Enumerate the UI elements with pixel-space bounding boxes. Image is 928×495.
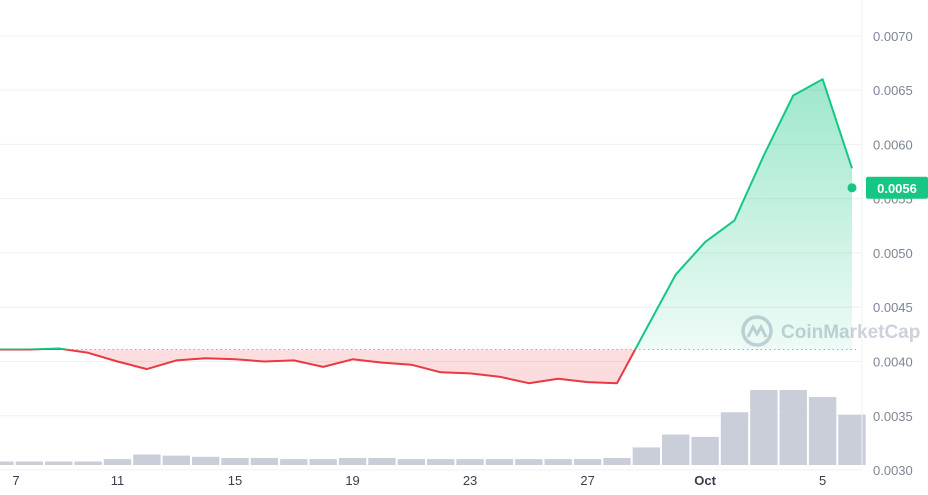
data-point (233, 357, 237, 361)
data-point (615, 381, 619, 385)
volume-bar (368, 457, 396, 465)
x-tick-label: 5 (819, 473, 826, 488)
data-point (351, 357, 355, 361)
volume-bar (103, 459, 132, 465)
up-area-fill (0, 79, 852, 350)
data-point (27, 348, 31, 352)
price-line-up (0, 78, 853, 350)
data-point (732, 218, 736, 222)
data-point (292, 358, 296, 362)
y-tick-label: 0.0070 (873, 29, 913, 44)
volume-bar (485, 459, 514, 465)
volume-bar (338, 457, 367, 465)
data-point (703, 240, 707, 244)
y-tick-label: 0.0035 (873, 409, 913, 424)
x-tick-label: 15 (228, 473, 242, 488)
volume-bar (15, 461, 44, 465)
volume-bars (0, 390, 866, 465)
volume-bar (544, 459, 572, 465)
data-point (674, 273, 678, 277)
volume-bar (162, 455, 190, 465)
y-axis-ticks: 0.00300.00350.00400.00450.00500.00550.00… (873, 29, 913, 478)
data-point (57, 346, 61, 350)
volume-bar (573, 459, 602, 465)
volume-bar (662, 434, 690, 465)
volume-bar (691, 436, 719, 465)
volume-bar (250, 457, 279, 465)
x-tick-label: 23 (463, 473, 477, 488)
volume-bar (750, 390, 778, 465)
volume-bar (632, 447, 661, 465)
data-point (262, 359, 266, 363)
data-point (439, 370, 443, 374)
price-line-down (0, 349, 637, 385)
y-tick-label: 0.0040 (873, 354, 913, 369)
volume-bar (133, 454, 161, 465)
volume-bar (397, 459, 425, 465)
data-point (204, 356, 208, 360)
data-point (850, 166, 854, 170)
y-tick-label: 0.0060 (873, 137, 913, 152)
data-point (762, 153, 766, 157)
data-point (380, 361, 384, 365)
data-point (116, 359, 120, 363)
data-point (86, 351, 90, 355)
x-axis-ticks: 7 11 15 19 23 27 Oct 5 (12, 473, 826, 488)
volume-bar (0, 461, 14, 465)
volume-bar (74, 461, 102, 465)
data-point (586, 380, 590, 384)
volume-bar (808, 397, 837, 465)
data-point (821, 77, 825, 81)
x-tick-label: Oct (694, 473, 716, 488)
data-point (409, 363, 413, 367)
volume-bar (191, 456, 220, 465)
x-tick-label: 7 (12, 473, 19, 488)
data-point (527, 381, 531, 385)
current-price-badge-bg (866, 176, 928, 199)
volume-bar (456, 459, 484, 465)
data-point (791, 94, 795, 98)
current-price-label: 0.0056 (877, 181, 917, 196)
data-point (468, 371, 472, 375)
current-price-dot (847, 183, 857, 193)
data-point (321, 365, 325, 369)
volume-bar (779, 390, 807, 465)
volume-bar (603, 457, 631, 465)
volume-bar (838, 414, 866, 465)
volume-bar (427, 459, 455, 465)
x-tick-label: 19 (345, 473, 359, 488)
data-point (0, 348, 2, 352)
y-tick-label: 0.0065 (873, 83, 913, 98)
x-tick-label: 11 (111, 473, 125, 488)
y-tick-label: 0.0045 (873, 300, 913, 315)
data-point (644, 327, 648, 331)
volume-bar (280, 459, 308, 465)
data-point (556, 377, 560, 381)
x-tick-label: 27 (580, 473, 594, 488)
data-point (497, 375, 501, 379)
data-point (174, 358, 178, 362)
y-tick-label: 0.0030 (873, 463, 913, 478)
volume-bar (221, 457, 249, 465)
volume-bar (309, 459, 337, 465)
y-tick-label: 0.0050 (873, 246, 913, 261)
data-point (145, 367, 149, 371)
volume-bar (45, 461, 73, 465)
volume-bar (515, 459, 543, 465)
current-price-badge: 0.0056 (866, 176, 928, 199)
volume-bar (720, 412, 749, 465)
